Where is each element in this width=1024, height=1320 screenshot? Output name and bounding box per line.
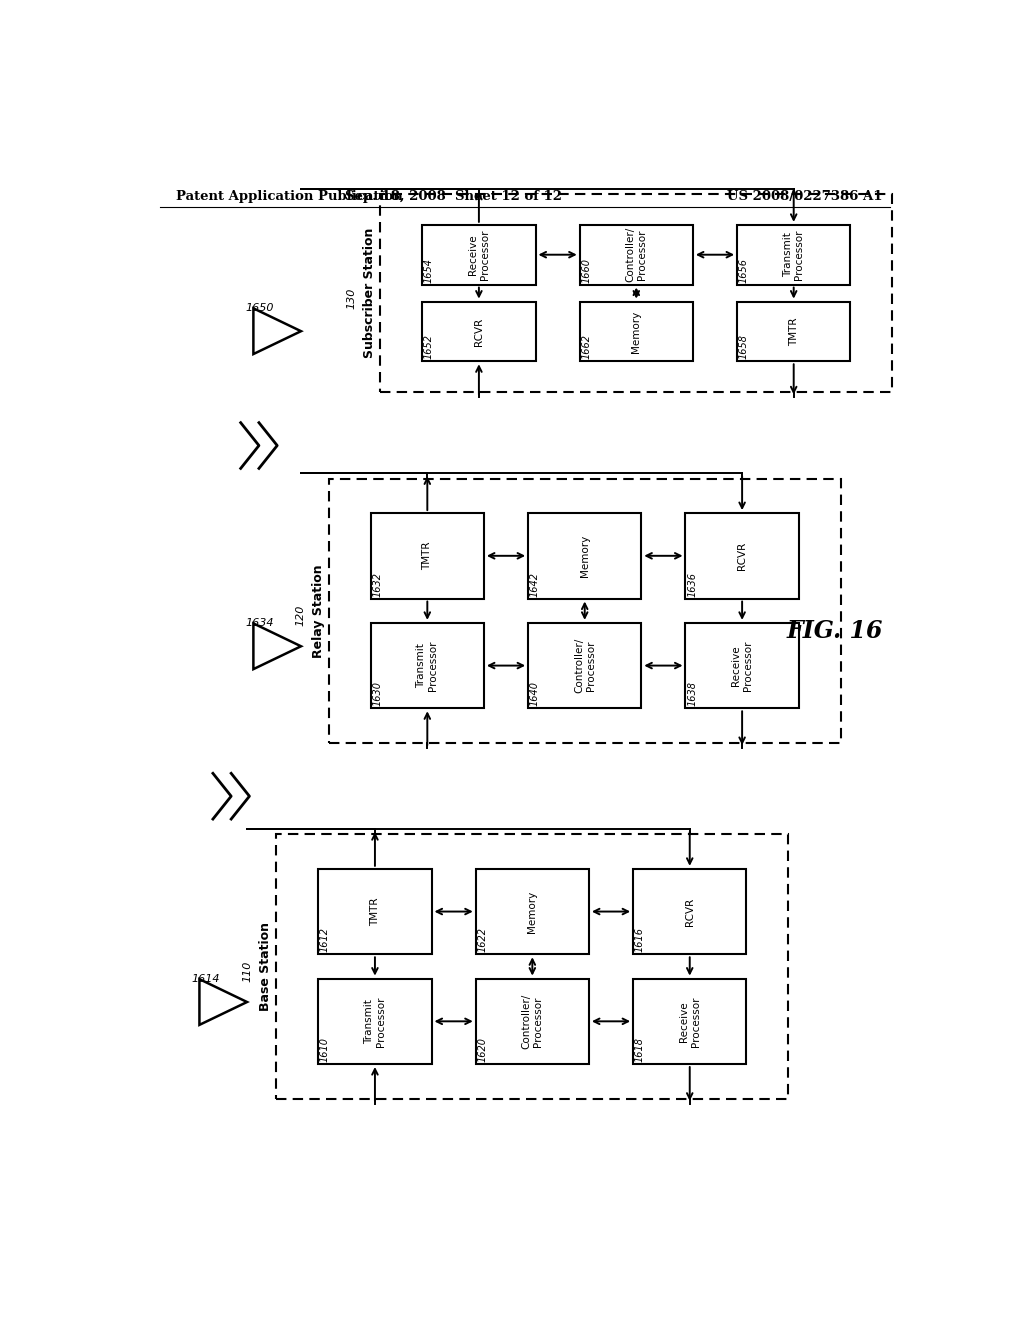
Text: Receive
Processor: Receive Processor [468, 230, 489, 280]
Text: 1610: 1610 [319, 1038, 330, 1063]
Bar [633, 978, 746, 1064]
Text: Relay Station: Relay Station [312, 564, 325, 657]
Bar [580, 301, 693, 362]
Text: RCVR: RCVR [737, 541, 748, 570]
Text: 1660: 1660 [582, 257, 591, 282]
Bar [633, 869, 746, 954]
Text: 1642: 1642 [529, 572, 540, 597]
Bar [476, 869, 589, 954]
Bar [329, 479, 841, 743]
Text: Subscriber Station: Subscriber Station [364, 228, 377, 358]
Text: 1630: 1630 [373, 681, 382, 706]
Text: 1614: 1614 [191, 974, 220, 983]
Bar [318, 869, 431, 954]
Text: Controller/
Processor: Controller/ Processor [573, 638, 596, 693]
Bar [528, 513, 641, 599]
Bar [528, 623, 641, 709]
Text: 1656: 1656 [738, 257, 749, 282]
Text: RCVR: RCVR [474, 317, 484, 346]
Text: TMTR: TMTR [370, 898, 380, 925]
Text: 1636: 1636 [687, 572, 697, 597]
Bar [580, 224, 693, 285]
Text: Receive
Processor: Receive Processor [679, 997, 700, 1047]
Bar [685, 623, 799, 709]
Text: 1632: 1632 [373, 572, 382, 597]
Text: Transmit
Processor: Transmit Processor [783, 230, 805, 280]
Bar [276, 834, 788, 1098]
Bar [380, 194, 892, 392]
Text: Controller/
Processor: Controller/ Processor [521, 994, 543, 1049]
Bar [422, 224, 536, 285]
Text: 1620: 1620 [477, 1038, 487, 1063]
Text: Transmit
Processor: Transmit Processor [417, 640, 438, 690]
Text: US 2008/0227386 A1: US 2008/0227386 A1 [727, 190, 883, 202]
Text: 1616: 1616 [635, 928, 645, 952]
Text: Patent Application Publication: Patent Application Publication [176, 190, 402, 202]
Text: Base Station: Base Station [259, 921, 272, 1011]
Text: 1658: 1658 [738, 334, 749, 359]
Text: 1652: 1652 [424, 334, 434, 359]
Text: Controller/
Processor: Controller/ Processor [626, 227, 647, 282]
Text: 120: 120 [295, 605, 305, 627]
Text: RCVR: RCVR [685, 898, 694, 925]
Text: Memory: Memory [580, 535, 590, 577]
Text: 1612: 1612 [319, 928, 330, 952]
Text: Memory: Memory [527, 891, 538, 933]
Bar [685, 513, 799, 599]
Text: Transmit
Processor: Transmit Processor [365, 997, 386, 1047]
Text: Receive
Processor: Receive Processor [731, 640, 753, 690]
Bar [318, 978, 431, 1064]
Bar [737, 224, 850, 285]
Text: 1662: 1662 [582, 334, 591, 359]
Bar [371, 623, 484, 709]
Text: 1634: 1634 [246, 618, 274, 628]
Bar [371, 513, 484, 599]
Text: 1640: 1640 [529, 681, 540, 706]
Text: TMTR: TMTR [422, 541, 432, 570]
Text: 1654: 1654 [424, 257, 434, 282]
Text: FIG. 16: FIG. 16 [786, 619, 883, 643]
Text: 1622: 1622 [477, 928, 487, 952]
Text: Sep. 18, 2008  Sheet 12 of 12: Sep. 18, 2008 Sheet 12 of 12 [345, 190, 562, 202]
Bar [476, 978, 589, 1064]
Text: TMTR: TMTR [788, 317, 799, 346]
Bar [737, 301, 850, 362]
Text: 110: 110 [243, 961, 253, 982]
Text: 1638: 1638 [687, 681, 697, 706]
Text: Memory: Memory [632, 310, 641, 352]
Text: 1650: 1650 [246, 302, 274, 313]
Text: 130: 130 [346, 288, 356, 309]
Bar [422, 301, 536, 362]
Text: 1618: 1618 [635, 1038, 645, 1063]
